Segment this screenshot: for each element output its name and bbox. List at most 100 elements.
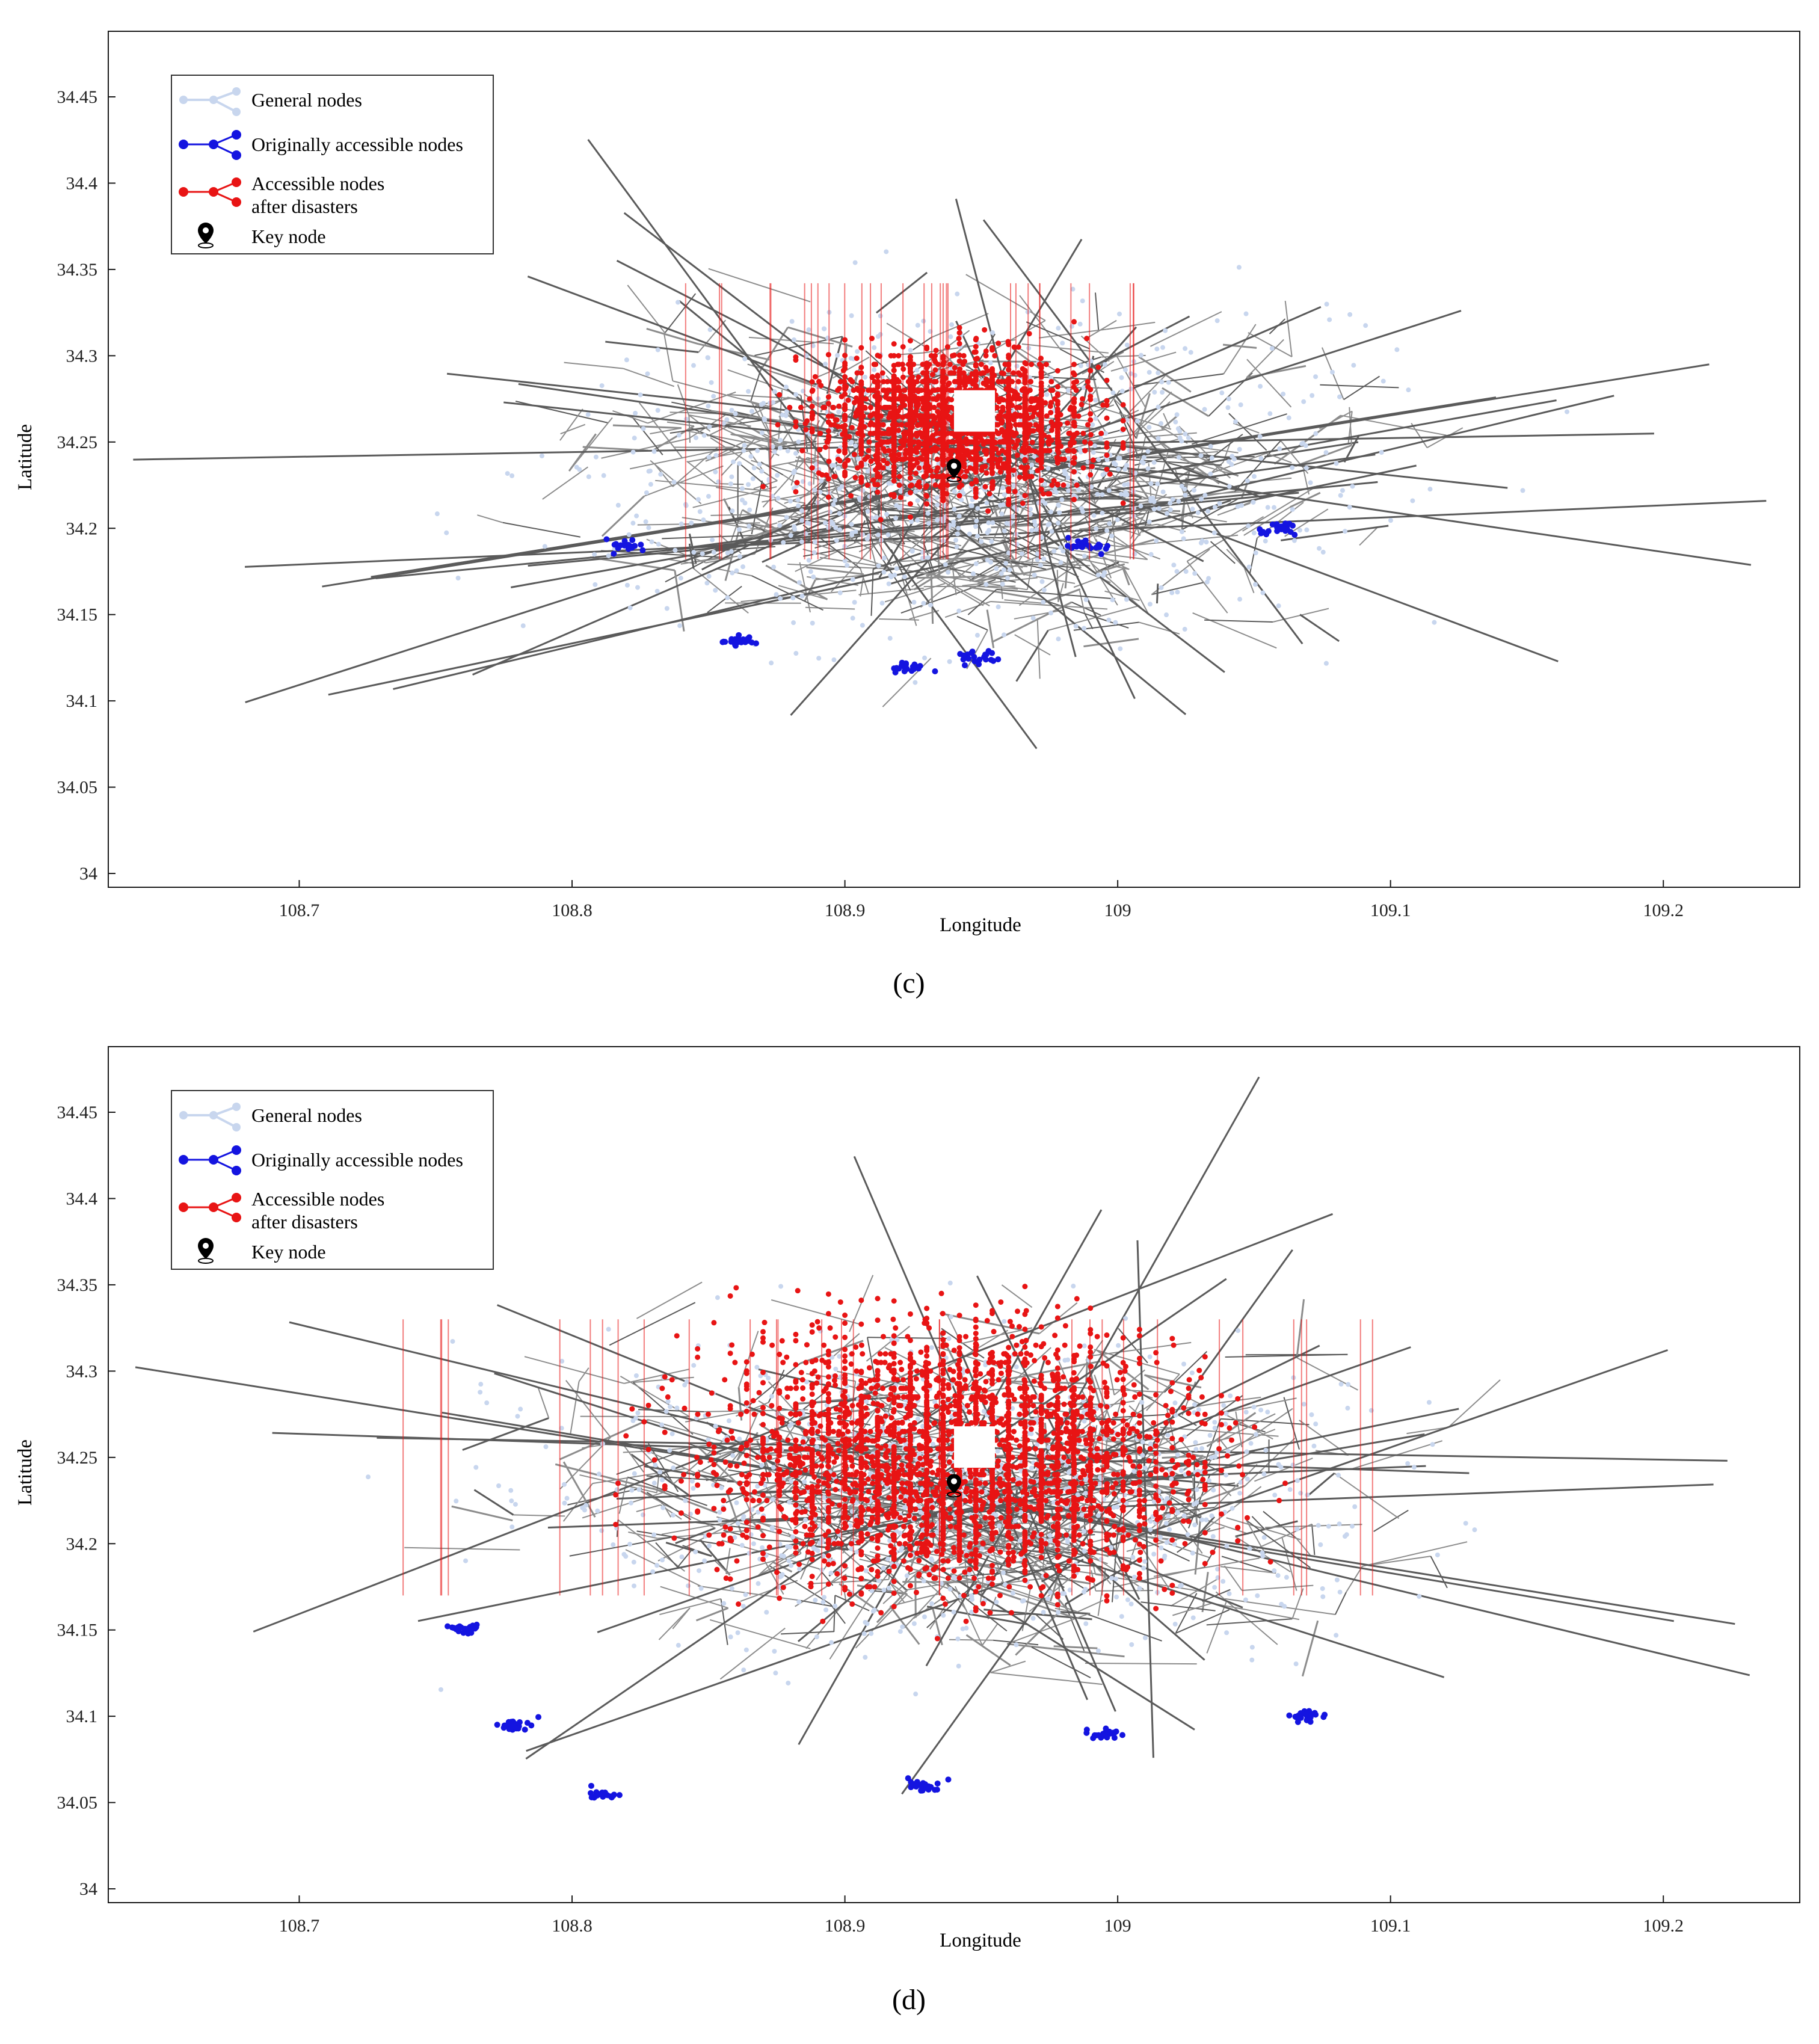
after-disaster-node-point (1044, 413, 1050, 419)
general-node-point (1078, 449, 1083, 455)
general-node-point (775, 473, 780, 478)
road-edge (1108, 1367, 1115, 1396)
general-node-point (837, 590, 843, 596)
after-disaster-node-point (858, 475, 864, 481)
general-node-point (910, 548, 915, 553)
after-disaster-node-point (1006, 452, 1012, 458)
after-disaster-node-point (928, 422, 934, 428)
road-edge (875, 271, 928, 314)
general-node-point (746, 523, 752, 529)
key-node-base (947, 476, 961, 482)
general-node-point (1014, 363, 1020, 369)
general-node-point (1070, 286, 1076, 292)
after-disaster-node-point (948, 452, 954, 458)
after-disaster-node-point (973, 337, 979, 343)
after-disaster-node-point (934, 426, 940, 432)
road-edge (1334, 1592, 1347, 1615)
general-node-point (1048, 610, 1054, 615)
arterial-road (982, 219, 1303, 645)
original-node-point (753, 640, 759, 647)
after-disaster-node-point (956, 493, 962, 499)
after-disaster-node-point (1049, 482, 1055, 488)
general-node-point (713, 469, 718, 475)
general-node-point (1010, 514, 1015, 519)
after-disaster-node-point (787, 404, 793, 410)
after-disaster-node-point (1045, 491, 1051, 497)
general-node-point (1330, 369, 1335, 375)
general-node-point (926, 521, 931, 526)
general-node-point (746, 389, 751, 394)
after-disaster-node-point (858, 416, 864, 422)
after-disaster-node-point (1006, 376, 1012, 382)
road-edge (1057, 583, 1064, 603)
general-node-point (789, 319, 795, 324)
general-node-point (1166, 380, 1171, 385)
general-node-point (592, 552, 597, 557)
general-node-point (860, 488, 866, 493)
general-node-point (849, 313, 854, 318)
general-node-point (1151, 460, 1157, 465)
after-disaster-node-point (973, 479, 979, 485)
after-disaster-node-point (961, 452, 967, 458)
general-node-point (1351, 363, 1356, 368)
after-disaster-node-point (1104, 377, 1110, 383)
general-node-point (574, 464, 579, 470)
general-node-point (792, 337, 797, 342)
general-node-point (975, 506, 980, 511)
after-disaster-node-point (881, 404, 887, 410)
after-disaster-node-point (914, 460, 920, 466)
original-node-point (969, 648, 976, 655)
road-edge (969, 586, 1042, 601)
road-edge (1088, 405, 1107, 434)
general-node-point (1520, 488, 1525, 493)
general-node-point (817, 490, 823, 495)
general-node-point (914, 368, 920, 373)
original-node-icon (179, 130, 241, 160)
road-edge (1180, 461, 1224, 501)
general-node-point (1032, 454, 1037, 459)
general-node-point (857, 497, 863, 502)
general-node-point (759, 430, 765, 436)
road-edge (920, 560, 979, 608)
general-node-point (1323, 660, 1329, 666)
after-disaster-node-point (1071, 455, 1077, 461)
arterial-road (587, 139, 1038, 750)
road-edge (1065, 436, 1168, 451)
general-node-point (1208, 444, 1213, 449)
road-edge (1111, 511, 1117, 568)
general-node-point (1154, 346, 1160, 352)
after-disaster-node-point (1065, 420, 1071, 426)
general-node-point (1039, 535, 1045, 540)
general-node-point (1056, 520, 1061, 526)
after-disaster-node-point (924, 449, 930, 455)
after-disaster-node-point (1084, 336, 1090, 342)
general-node-point (1183, 431, 1188, 437)
road-edge (1163, 413, 1171, 428)
general-node-point (710, 537, 715, 543)
general-node-point (796, 439, 801, 445)
after-disaster-node-point (891, 464, 897, 470)
road-edge (1222, 343, 1257, 349)
after-disaster-node-point (1104, 466, 1110, 472)
after-disaster-node-point (896, 482, 902, 488)
general-node-point (1027, 506, 1033, 512)
general-node-icon (179, 87, 241, 116)
general-node-point (863, 461, 868, 467)
general-node-point (1156, 404, 1161, 410)
after-disaster-node-point (1120, 426, 1126, 433)
road-edge (1026, 321, 1090, 349)
after-disaster-node-point (1017, 404, 1023, 410)
general-node-point (1003, 561, 1009, 566)
road-edge (1150, 311, 1222, 347)
after-disaster-node-point (924, 482, 930, 488)
general-node-point (984, 500, 990, 506)
road-edge (886, 322, 927, 348)
general-node-point (925, 511, 931, 516)
general-node-point (1237, 447, 1242, 452)
general-node-point (902, 574, 907, 579)
after-disaster-node-point (934, 396, 940, 402)
general-node-point (795, 497, 801, 502)
general-node-point (1058, 545, 1063, 550)
road-edge (1106, 321, 1156, 330)
road-edge (1368, 1556, 1431, 1566)
